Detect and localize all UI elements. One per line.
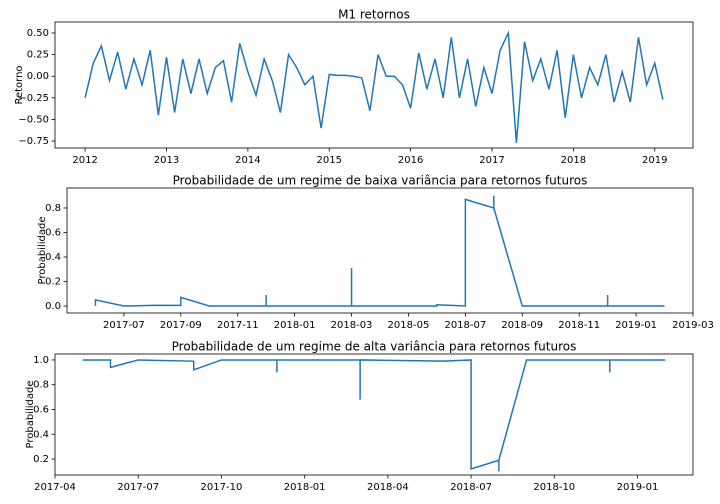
y-tick-label: 0.4	[33, 429, 49, 440]
chart-title: Probabilidade de um regime de baixa vari…	[173, 174, 588, 188]
y-tick-label: 0.6	[45, 227, 61, 238]
x-tick-label: 2018-11	[558, 320, 600, 331]
y-tick-label: −0.50	[18, 114, 49, 125]
x-tick-label: 2018-09	[501, 320, 543, 331]
chart-title: Probabilidade de um regime de alta variâ…	[172, 340, 577, 354]
y-axis-label: Probabilidade	[25, 381, 36, 449]
y-tick-label: −0.75	[18, 136, 49, 147]
x-tick-label: 2018-03	[331, 320, 373, 331]
data-line	[94, 195, 665, 307]
y-tick-label: 0.00	[27, 71, 49, 82]
y-tick-label: 0.4	[45, 252, 61, 263]
x-tick-label: 2019-03	[672, 320, 714, 331]
x-tick-label: 2017-09	[160, 320, 202, 331]
x-tick-label: 2019	[642, 155, 667, 166]
x-tick-label: 2017-07	[103, 320, 145, 331]
y-axis-label: Probabilidade	[37, 217, 48, 285]
y-tick-label: 0.6	[33, 404, 49, 415]
plot-frame	[54, 21, 694, 149]
x-tick-label: 2017-11	[217, 320, 259, 331]
plot-frame	[66, 187, 694, 314]
y-tick-label: 0.8	[33, 380, 49, 391]
x-tick-label: 2018	[561, 155, 586, 166]
chart-title: M1 retornos	[338, 8, 410, 22]
x-tick-label: 2015	[317, 155, 342, 166]
y-tick-label: 0.50	[27, 28, 49, 39]
y-tick-label: 0.25	[27, 50, 49, 61]
y-tick-label: 1.0	[33, 355, 49, 366]
x-tick-label: 2013	[154, 155, 179, 166]
x-tick-label: 2018-05	[388, 320, 430, 331]
x-tick-label: 2019-01	[617, 482, 659, 493]
x-tick-label: 2017-07	[117, 482, 159, 493]
x-tick-label: 2017-04	[34, 482, 76, 493]
y-axis-label: Retorno	[14, 65, 25, 104]
x-tick-label: 2016	[398, 155, 423, 166]
x-tick-label: 2014	[235, 155, 260, 166]
x-tick-label: 2018-01	[284, 482, 326, 493]
y-tick-label: 0.8	[45, 203, 61, 214]
x-tick-label: 2018-04	[367, 482, 409, 493]
y-tick-label: 0.0	[45, 301, 61, 312]
y-tick-label: 0.2	[33, 454, 49, 465]
x-tick-label: 2019-01	[615, 320, 657, 331]
x-tick-label: 2017-10	[201, 482, 243, 493]
y-tick-label: 0.2	[45, 277, 61, 288]
x-tick-label: 2018-01	[274, 320, 316, 331]
x-tick-label: 2017	[479, 155, 504, 166]
plot-frame	[54, 353, 694, 476]
x-tick-label: 2018-07	[450, 482, 492, 493]
data-line	[82, 359, 666, 472]
data-line	[84, 30, 664, 143]
y-tick-label: −0.25	[18, 93, 49, 104]
x-tick-label: 2018-10	[533, 482, 575, 493]
x-tick-label: 2012	[72, 155, 97, 166]
x-tick-label: 2018-07	[444, 320, 486, 331]
